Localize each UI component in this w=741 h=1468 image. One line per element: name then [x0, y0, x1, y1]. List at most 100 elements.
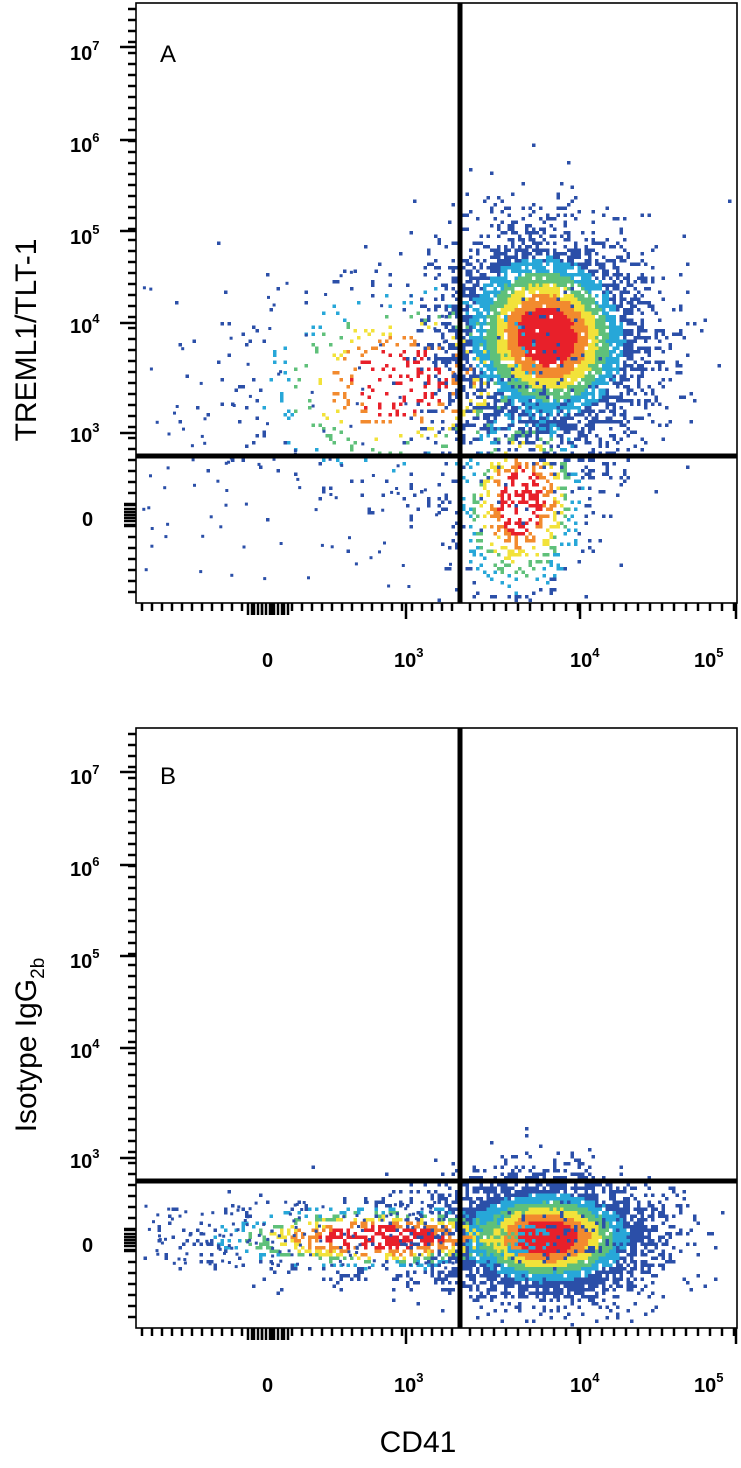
event-point — [497, 469, 501, 473]
event-point — [528, 311, 532, 315]
event-point — [539, 367, 543, 371]
event-point — [574, 318, 578, 322]
event-point — [581, 1263, 585, 1267]
event-point — [518, 1267, 522, 1271]
event-point — [483, 329, 487, 333]
event-point — [462, 378, 466, 382]
event-point — [504, 367, 508, 371]
event-point — [504, 402, 508, 406]
event-point — [553, 395, 557, 399]
event-point — [528, 1197, 532, 1201]
event-point — [511, 238, 515, 242]
event-point — [549, 294, 553, 298]
event-point — [535, 514, 539, 518]
event-point — [472, 595, 476, 599]
event-point — [507, 332, 511, 336]
event-point — [259, 465, 263, 469]
event-point — [542, 231, 546, 235]
event-point — [535, 402, 539, 406]
event-point — [626, 283, 630, 287]
event-point — [619, 378, 623, 382]
event-point — [553, 360, 557, 364]
event-point — [619, 1228, 623, 1232]
event-point — [500, 1172, 504, 1176]
event-point — [476, 567, 480, 571]
event-point — [556, 364, 560, 368]
event-point — [479, 304, 483, 308]
event-point — [514, 1221, 518, 1225]
event-point — [549, 308, 553, 312]
event-point — [241, 385, 245, 389]
event-point — [535, 409, 539, 413]
event-point — [479, 234, 483, 238]
event-point — [623, 318, 627, 322]
event-point — [486, 336, 490, 340]
event-point — [623, 1214, 627, 1218]
event-point — [409, 518, 413, 522]
event-point — [444, 325, 448, 329]
event-point — [567, 1193, 571, 1197]
event-point — [595, 367, 599, 371]
event-point — [553, 357, 557, 361]
event-point — [546, 392, 550, 396]
event-point — [637, 374, 641, 378]
event-point — [539, 266, 543, 270]
event-point — [553, 462, 557, 466]
event-point — [462, 1253, 466, 1257]
event-point — [507, 357, 511, 361]
event-point — [539, 269, 543, 273]
event-point — [553, 1235, 557, 1239]
event-point — [532, 1267, 536, 1271]
event-point — [556, 385, 560, 389]
event-point — [532, 143, 536, 147]
event-point — [605, 399, 609, 403]
event-point — [479, 1232, 483, 1236]
event-point — [591, 409, 595, 413]
event-point — [451, 539, 455, 543]
event-point — [493, 357, 497, 361]
event-point — [497, 283, 501, 287]
event-point — [623, 332, 627, 336]
event-point — [567, 371, 571, 375]
event-point — [549, 1291, 553, 1295]
event-point — [514, 1267, 518, 1271]
event-point — [149, 474, 152, 478]
event-point — [539, 416, 543, 420]
event-point — [563, 423, 567, 427]
event-point — [511, 227, 515, 231]
event-point — [280, 395, 284, 399]
event-point — [437, 273, 441, 277]
event-point — [553, 269, 557, 273]
event-point — [595, 304, 599, 308]
event-point — [462, 346, 466, 350]
event-point — [623, 308, 627, 312]
event-point — [518, 493, 522, 497]
event-point — [511, 479, 515, 483]
event-point — [553, 311, 557, 315]
event-point — [682, 336, 686, 340]
event-point — [381, 420, 385, 424]
event-point — [518, 371, 522, 375]
event-point — [511, 385, 515, 389]
event-point — [486, 381, 490, 385]
event-point — [542, 367, 546, 371]
event-point — [490, 171, 494, 175]
event-point — [402, 301, 406, 305]
event-point — [444, 304, 448, 308]
event-point — [591, 210, 595, 214]
event-point — [630, 1246, 634, 1250]
event-point — [609, 318, 613, 322]
event-point — [581, 325, 585, 329]
event-point — [584, 315, 588, 319]
event-point — [630, 357, 634, 361]
event-point — [441, 472, 445, 476]
event-point — [567, 353, 571, 357]
event-point — [542, 318, 546, 322]
event-point — [528, 1214, 532, 1218]
event-point — [546, 217, 550, 221]
event-point — [581, 266, 585, 270]
event-point — [448, 402, 452, 406]
event-point — [560, 1263, 564, 1267]
event-point — [591, 420, 595, 424]
event-point — [528, 234, 532, 238]
